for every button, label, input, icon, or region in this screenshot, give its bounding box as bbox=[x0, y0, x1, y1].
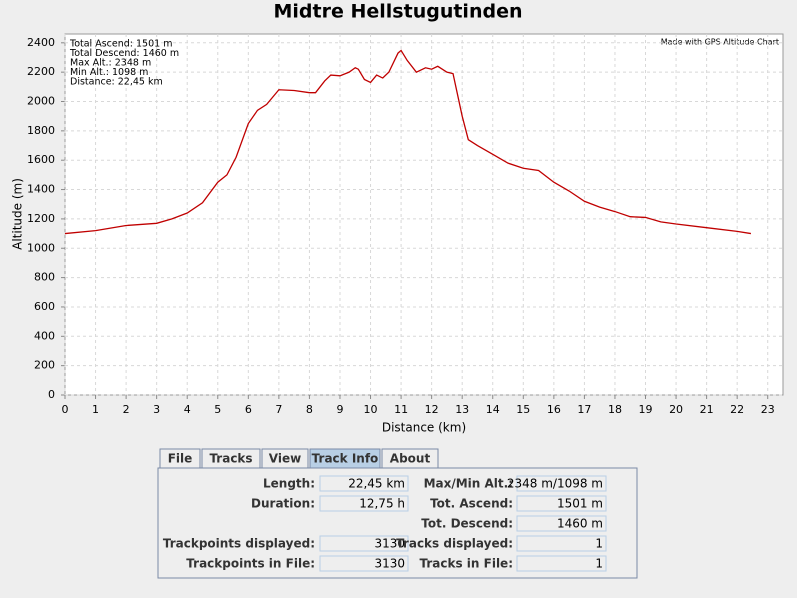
watermark: Made with GPS Altitude Chart bbox=[661, 38, 779, 47]
x-tick-label: 19 bbox=[639, 403, 653, 416]
info-label: Max/Min Alt.: bbox=[424, 477, 513, 491]
chart-title: Midtre Hellstugutinden bbox=[274, 1, 523, 23]
info-label: Length: bbox=[263, 477, 315, 491]
y-axis-label: Altitude (m) bbox=[11, 178, 25, 250]
x-tick-label: 11 bbox=[394, 403, 408, 416]
x-axis-label: Distance (km) bbox=[382, 421, 466, 435]
x-tick-label: 16 bbox=[547, 403, 561, 416]
info-value: 12,75 h bbox=[359, 497, 405, 511]
y-tick-label: 600 bbox=[34, 300, 55, 313]
altitude-line bbox=[64, 49, 752, 235]
y-tick-label: 1000 bbox=[27, 241, 55, 254]
x-tick-label: 5 bbox=[214, 403, 221, 416]
tab-label[interactable]: File bbox=[168, 452, 193, 466]
stats-annotation: Min Alt.: 1098 m bbox=[70, 67, 148, 78]
x-tick-label: 17 bbox=[577, 403, 591, 416]
info-field bbox=[319, 555, 409, 572]
info-label: Trackpoints in File: bbox=[186, 557, 315, 571]
info-value: 22,45 km bbox=[348, 477, 405, 491]
info-value: 1460 m bbox=[557, 517, 603, 531]
y-tick-label: 400 bbox=[34, 329, 55, 342]
info-field bbox=[319, 475, 409, 492]
stats-annotation: Max Alt.: 2348 m bbox=[70, 58, 151, 69]
info-label: Tot. Descend: bbox=[421, 517, 513, 531]
x-tick-label: 21 bbox=[700, 403, 714, 416]
x-tick-label: 6 bbox=[245, 403, 252, 416]
plot-area bbox=[64, 33, 784, 396]
y-tick-label: 1600 bbox=[27, 153, 55, 166]
info-label: Tracks displayed: bbox=[396, 537, 513, 551]
x-tick-label: 18 bbox=[608, 403, 622, 416]
y-tick-label: 200 bbox=[34, 359, 55, 372]
x-tick-label: 1 bbox=[92, 403, 99, 416]
info-field bbox=[516, 515, 607, 532]
x-tick-label: 0 bbox=[62, 403, 69, 416]
stats-annotation: Total Descend: 1460 m bbox=[69, 48, 179, 59]
y-tick-label: 1400 bbox=[27, 183, 55, 196]
info-label: Trackpoints displayed: bbox=[163, 537, 315, 551]
x-tick-label: 13 bbox=[455, 403, 469, 416]
x-tick-label: 20 bbox=[669, 403, 683, 416]
tab[interactable] bbox=[309, 448, 381, 469]
info-label: Tracks in File: bbox=[420, 557, 514, 571]
y-tick-label: 0 bbox=[48, 388, 55, 401]
y-tick-label: 2000 bbox=[27, 95, 55, 108]
info-value: 1501 m bbox=[557, 497, 603, 511]
info-field bbox=[319, 495, 409, 512]
tab[interactable] bbox=[159, 448, 201, 469]
info-field bbox=[516, 555, 607, 572]
y-tick-label: 800 bbox=[34, 271, 55, 284]
info-field bbox=[516, 535, 607, 552]
info-field bbox=[319, 535, 409, 552]
info-label: Tot. Ascend: bbox=[430, 497, 513, 511]
info-value: 2348 m/1098 m bbox=[507, 477, 603, 491]
info-value: 3130 bbox=[374, 537, 405, 551]
stats-annotation: Total Ascend: 1501 m bbox=[69, 39, 172, 50]
tab[interactable] bbox=[261, 448, 309, 469]
x-tick-label: 7 bbox=[275, 403, 282, 416]
stats-annotation: Distance: 22,45 km bbox=[70, 77, 163, 88]
x-tick-label: 2 bbox=[123, 403, 130, 416]
x-tick-label: 14 bbox=[486, 403, 500, 416]
info-value: 3130 bbox=[374, 557, 405, 571]
info-label: Duration: bbox=[251, 497, 315, 511]
x-tick-label: 12 bbox=[425, 403, 439, 416]
x-tick-label: 3 bbox=[153, 403, 160, 416]
x-tick-label: 22 bbox=[730, 403, 744, 416]
tab-label[interactable]: Tracks bbox=[209, 452, 252, 466]
y-tick-label: 1200 bbox=[27, 212, 55, 225]
tab-label[interactable]: View bbox=[269, 452, 301, 466]
info-value: 1 bbox=[595, 557, 603, 571]
info-field bbox=[516, 475, 607, 492]
x-tick-label: 9 bbox=[336, 403, 343, 416]
x-tick-label: 10 bbox=[364, 403, 378, 416]
tab-label[interactable]: Track Info bbox=[312, 452, 379, 466]
x-tick-label: 4 bbox=[184, 403, 191, 416]
x-tick-label: 15 bbox=[516, 403, 530, 416]
info-field bbox=[516, 495, 607, 512]
y-tick-label: 1800 bbox=[27, 124, 55, 137]
y-tick-label: 2400 bbox=[27, 36, 55, 49]
y-tick-label: 2200 bbox=[27, 65, 55, 78]
x-tick-label: 8 bbox=[306, 403, 313, 416]
tab[interactable] bbox=[201, 448, 261, 469]
x-tick-label: 23 bbox=[761, 403, 775, 416]
tab-label[interactable]: About bbox=[390, 452, 431, 466]
tab[interactable] bbox=[381, 448, 439, 469]
info-value: 1 bbox=[595, 537, 603, 551]
